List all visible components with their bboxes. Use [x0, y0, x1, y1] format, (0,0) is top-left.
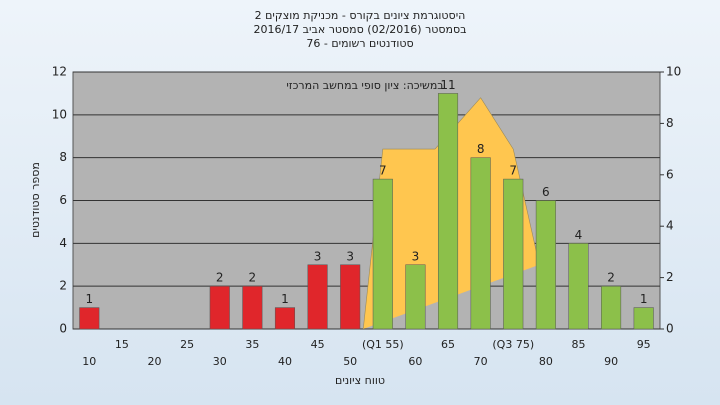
- x-tick-label: 40: [278, 355, 292, 368]
- data-label: 7: [379, 164, 387, 178]
- bar: [633, 307, 654, 330]
- bar: [340, 264, 361, 330]
- annotation: במשיכה: ציון סופי במחשב המרכזי: [286, 79, 443, 92]
- data-label: 8: [477, 142, 485, 156]
- data-label: 4: [575, 228, 583, 242]
- x-tick-label: 45: [311, 338, 325, 351]
- chart-title: היסטוגרמת ציונים בקורס - מכניקת מוצקים 2: [255, 9, 466, 22]
- bar: [209, 285, 230, 330]
- y-axis-label: מספר סטודנטים: [29, 162, 42, 238]
- bar: [601, 285, 622, 330]
- data-label: 2: [607, 271, 615, 285]
- y-tick-label: 4: [59, 236, 67, 250]
- bar: [242, 285, 263, 330]
- data-label: 2: [249, 271, 257, 285]
- x-tick-label: 30: [213, 355, 227, 368]
- bar: [405, 264, 426, 330]
- data-label: 3: [412, 249, 420, 263]
- y2-tick-label: 10: [666, 65, 681, 79]
- x-tick-label: 80: [539, 355, 553, 368]
- y2-tick-label: 4: [666, 219, 674, 233]
- x-axis-label: טווח ציונים: [335, 374, 385, 387]
- y2-tick-label: 2: [666, 270, 674, 284]
- x-tick-label: 25: [180, 338, 194, 351]
- bar: [535, 200, 556, 330]
- data-label: 11: [440, 78, 455, 92]
- x-tick-label: 20: [148, 355, 162, 368]
- data-label: 3: [346, 249, 354, 263]
- y-tick-label: 0: [59, 322, 67, 336]
- bar: [437, 93, 459, 330]
- x-tick-label: 50: [343, 355, 357, 368]
- data-label: 7: [509, 164, 517, 178]
- x-tick-label: 65: [441, 338, 455, 351]
- data-label: 1: [85, 292, 93, 306]
- x-tick-label: 70: [474, 355, 488, 368]
- x-tick-label: 15: [115, 338, 129, 351]
- x-tick-label: 10: [82, 355, 96, 368]
- y2-tick-label: 6: [666, 167, 674, 181]
- chart-title: סטודנטים רשומים - 76: [306, 37, 413, 50]
- y2-tick-label: 0: [666, 322, 674, 336]
- y-tick-label: 2: [59, 279, 67, 293]
- x-tick-label: 95: [637, 338, 651, 351]
- bar: [274, 307, 296, 330]
- bar: [307, 264, 328, 330]
- x-tick-label: (Q1 55): [362, 338, 404, 351]
- y-tick-label: 8: [59, 150, 67, 164]
- x-tick-label: (Q3 75): [492, 338, 534, 351]
- bar: [79, 307, 100, 330]
- x-tick-label: 60: [408, 355, 422, 368]
- y-tick-label: 12: [52, 65, 67, 79]
- data-label: 1: [640, 292, 648, 306]
- bar: [568, 243, 589, 330]
- x-tick-label: 85: [571, 338, 585, 351]
- chart-title: בסמסטר (02/2016) סמסטר אביב 2016/17: [253, 23, 466, 36]
- bar: [503, 178, 524, 330]
- x-tick-label: 90: [604, 355, 618, 368]
- bar: [372, 178, 393, 330]
- data-label: 6: [542, 185, 550, 199]
- bar: [470, 157, 491, 330]
- data-label: 2: [216, 271, 224, 285]
- data-label: 3: [314, 249, 322, 263]
- data-label: 1: [281, 292, 289, 306]
- y-tick-label: 10: [52, 107, 67, 121]
- y-tick-label: 6: [59, 193, 67, 207]
- x-tick-label: 35: [245, 338, 259, 351]
- y2-tick-label: 8: [666, 116, 674, 130]
